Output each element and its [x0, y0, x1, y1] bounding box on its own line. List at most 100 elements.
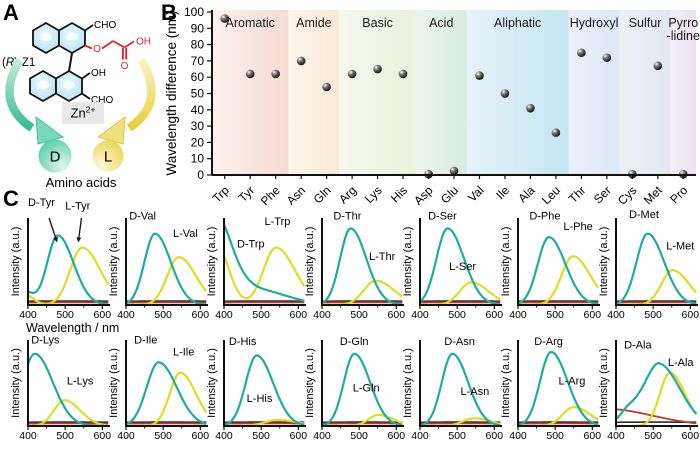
- l-curve-label: L-Phe: [563, 221, 592, 233]
- category-band-6: [619, 10, 671, 175]
- panel-b-chart: Aromatic Amide Basic Acid Aliphatic Hydroxyl S…: [164, 5, 700, 208]
- y-axis-label: Intensity (a.u.): [402, 348, 414, 418]
- cho-top-label: CHO: [94, 20, 116, 31]
- axes: 0 10 20 30 40 50 60 70 80 90 100: [184, 5, 696, 182]
- x-tick-label: 400: [313, 309, 331, 321]
- d-arrow: [5, 57, 35, 132]
- ether-o-label: O: [93, 44, 101, 55]
- d-enantiomer-curve: [517, 236, 599, 306]
- l-curve-label: L-Ile: [173, 346, 194, 358]
- y-axis-label: Intensity (a.u.): [500, 227, 512, 297]
- d-enantiomer-curve: [517, 350, 599, 427]
- d-curve-label: D-Lys: [31, 334, 60, 346]
- acid-oh-label: OH: [136, 37, 151, 48]
- spectra-row-1: Intensity (a.u.) D-Tyr L-Tyr 400 500 600 Inten…: [10, 188, 699, 328]
- naphthol-oh-label: OH: [91, 68, 106, 79]
- spectrum-plot-D-Ile: Intensity (a.u.) D-Ile L-Ile 400 500 600: [108, 334, 209, 442]
- category-label: Aliphatic: [494, 16, 541, 30]
- axes: 400 500 600: [19, 218, 111, 321]
- y-axis-label: Intensity (a.u.): [108, 227, 120, 297]
- panel-a-illustration: CHO O OH O OH CHO (R)-Z1 Zn2+ D L Amino …: [2, 20, 156, 190]
- axes: 400 500 600: [117, 218, 209, 321]
- spectrum-plot-D-Met: Intensity (a.u.) D-Met L-Met 400 500 600: [598, 209, 699, 321]
- biaryl-bond: [68, 52, 73, 72]
- panel-b-label: B: [161, 0, 177, 25]
- d-enantiomer-curve: [27, 234, 109, 306]
- d-enantiomer-curve: [223, 354, 305, 427]
- d-curve-label: D-Asn: [444, 336, 475, 348]
- x-tick-label: 600: [388, 309, 406, 321]
- spectrum-plot-D-Thr: Intensity (a.u.) D-Thr L-Thr 400 500 600: [304, 211, 406, 321]
- l-curve-label: L-Tyr: [65, 200, 90, 212]
- category-label: Amide: [296, 16, 331, 30]
- x-tick-label: 500: [252, 430, 270, 442]
- data-point-Asn: [296, 56, 306, 66]
- spectrum-plot-D-Lys: Intensity (a.u.) D-Lys L-Lys 400 500 600: [10, 334, 111, 442]
- category-band-0: [212, 10, 289, 175]
- y-axis-label: Intensity (a.u.): [108, 348, 120, 418]
- axes: 400 500 600: [19, 340, 111, 442]
- l-label-arrow-icon: [76, 217, 83, 243]
- data-point-Phe: [271, 69, 280, 79]
- x-tick-label: 500: [350, 430, 368, 442]
- x-tick-label: 600: [486, 309, 504, 321]
- x-tick-label: 600: [584, 430, 602, 442]
- x-tick-label: 500: [448, 309, 466, 321]
- l-curve-label: L-His: [247, 393, 273, 405]
- spectrum-plot-D-Arg: Intensity (a.u.) D-Arg L-Arg 400 500 600: [500, 336, 602, 442]
- d-enantiomer-curve: [419, 227, 501, 306]
- spectrum-plot-D-Ala: Intensity (a.u.) D-Ala L-Ala 400 500 600: [598, 340, 699, 442]
- l-enantiomer-curve: [222, 246, 306, 300]
- category-band-4: [466, 10, 569, 175]
- d-curve-label: D-Thr: [333, 211, 361, 223]
- carboxyl-arm: [84, 40, 135, 60]
- y-axis-label: Intensity (a.u.): [206, 348, 218, 418]
- panel-c-label: C: [3, 186, 19, 211]
- ring-sheen: [40, 33, 52, 41]
- spectrum-plot-D-His: Intensity (a.u.) D-His L-His 400 500 600: [206, 336, 308, 442]
- zinc-box: [62, 102, 104, 124]
- data-point-Lys: [373, 64, 382, 74]
- y-axis-label: Intensity (a.u.): [304, 227, 316, 297]
- d-curve-label: D-Met: [629, 209, 659, 221]
- l-amino-acid-badge: [92, 140, 124, 172]
- amino-acids-caption: Amino acids: [46, 175, 117, 190]
- y-tick-label: 40: [191, 103, 205, 117]
- ring-sheen: [63, 81, 75, 89]
- y-tick-label: 80: [191, 38, 205, 52]
- x-tick-label: 500: [154, 430, 172, 442]
- data-point-Thr: [577, 48, 586, 58]
- data-point-Tyr: [245, 69, 255, 79]
- spectra-row-2: Intensity (a.u.) D-Lys L-Lys 400 500 600 Inten…: [10, 330, 699, 449]
- axes: 400 500 600: [607, 340, 699, 442]
- d-enantiomer-curve: [26, 352, 109, 428]
- x-tick-label: 400: [607, 309, 625, 321]
- y-tick-label: 10: [191, 152, 205, 166]
- naphthol-oh-bond: [81, 72, 91, 80]
- x-tick-label: 600: [290, 430, 308, 442]
- y-tick-label: 20: [191, 135, 205, 149]
- x-tick-label: 400: [117, 430, 135, 442]
- d-enantiomer-curve: [125, 232, 207, 306]
- x-tick-label: 500: [644, 430, 662, 442]
- l-letter: L: [104, 149, 112, 166]
- d-enantiomer-curve: [321, 352, 403, 427]
- data-point-Met: [653, 61, 663, 71]
- x-tick-label: 500: [448, 430, 466, 442]
- panel-c-x-axis-label: Wavelength / nm: [26, 321, 120, 335]
- x-tick-label: 600: [94, 430, 112, 442]
- l-curve-label: L-Arg: [559, 376, 586, 388]
- d-curve-label: D-Tyr: [28, 197, 55, 209]
- x-tick-label: 600: [682, 430, 700, 442]
- y-axis-label: Intensity (a.u.): [500, 348, 512, 418]
- d-enantiomer-curve: [615, 362, 698, 421]
- d-curve-label: D-Trp: [237, 239, 265, 251]
- panel-a-label: A: [3, 0, 19, 25]
- x-tick-label: 600: [486, 430, 504, 442]
- d-curve-label: D-Phe: [529, 211, 560, 223]
- category-labels: Aromatic Amide Basic Acid Aliphatic Hydroxyl S…: [226, 16, 700, 43]
- axes: 400 500 600: [509, 218, 601, 321]
